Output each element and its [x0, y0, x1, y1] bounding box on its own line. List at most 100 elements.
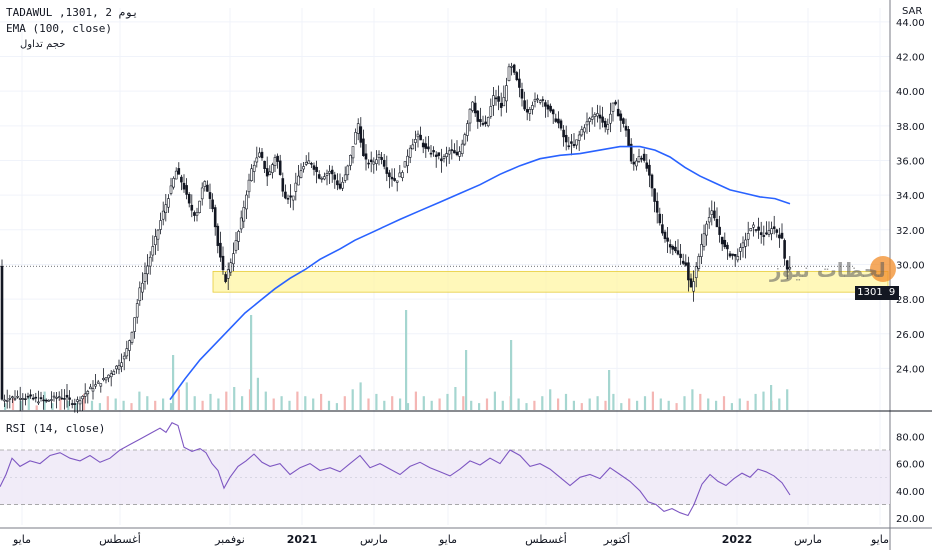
candle-body	[11, 396, 14, 399]
candle-body	[762, 235, 766, 237]
candle-body	[783, 240, 786, 259]
candle-body	[299, 170, 303, 178]
last-price-tag-suffix: 9	[885, 286, 899, 300]
candle-body	[728, 253, 732, 257]
time-tick-label: 2022	[722, 533, 753, 546]
candle-body	[442, 156, 446, 159]
candle-body	[601, 116, 604, 123]
candle-body	[380, 157, 383, 160]
candle-body	[583, 127, 586, 133]
candle-body	[564, 134, 568, 143]
candle-body	[562, 129, 565, 138]
candle-body	[749, 228, 753, 232]
candle-body	[375, 159, 378, 164]
watermark-text: لحظات نيوز	[770, 258, 886, 282]
time-tick-label: أكتوبر	[603, 532, 630, 546]
candle-body	[432, 150, 435, 153]
candle-body	[333, 174, 337, 180]
volume-bars	[4, 310, 789, 410]
volume-bar	[604, 400, 607, 410]
candle-body	[481, 123, 485, 125]
watermark-logo-icon	[870, 256, 896, 282]
candle-body	[770, 228, 773, 235]
candle-body	[229, 262, 233, 273]
candle-body	[52, 395, 56, 398]
volume-bar	[470, 400, 473, 410]
candle-body	[219, 242, 222, 258]
candle-body	[364, 153, 368, 160]
candle-body	[351, 146, 355, 159]
volume-bar	[359, 382, 362, 410]
candle-body	[55, 397, 58, 399]
candle-body	[502, 97, 506, 107]
volume-bar	[722, 396, 726, 410]
candle-body	[567, 145, 571, 148]
candle-body	[414, 139, 417, 143]
volume-bar	[730, 403, 733, 410]
candle-body	[177, 168, 181, 175]
candle-body	[666, 237, 669, 242]
volume-bar	[683, 396, 686, 410]
price-tick-label: 28.00	[896, 295, 925, 306]
candle-body	[497, 96, 500, 102]
volume-bar	[478, 403, 481, 410]
volume-bar	[691, 389, 694, 410]
candle-body	[471, 101, 474, 111]
currency-label: SAR	[902, 6, 923, 17]
candle-body	[492, 95, 495, 106]
candle-body	[185, 185, 188, 195]
volume-bar	[256, 377, 259, 410]
candle-body	[489, 106, 493, 117]
candle-body	[60, 397, 64, 400]
volume-legend: حجم تداول	[20, 39, 66, 50]
candle-body	[642, 153, 646, 161]
price-tick-label: 40.00	[896, 87, 925, 98]
candle-body	[206, 184, 209, 192]
volume-bar	[233, 387, 236, 410]
candle-body	[31, 397, 35, 400]
candle-body	[715, 219, 719, 228]
candle-body	[122, 355, 126, 360]
candle-body	[232, 253, 235, 265]
candle-body	[726, 244, 729, 250]
candle-body	[385, 167, 389, 174]
candle-body	[182, 182, 186, 190]
volume-bar	[209, 393, 212, 410]
candle-body	[133, 317, 136, 332]
candle-body	[3, 399, 6, 402]
candle-body	[281, 178, 285, 192]
candle-body	[367, 162, 370, 165]
price-tick-label: 38.00	[896, 122, 925, 133]
candle-body	[515, 72, 519, 81]
candle-body	[278, 160, 282, 175]
volume-bar	[533, 400, 536, 410]
candle-body	[557, 118, 560, 124]
candle-body	[57, 396, 61, 398]
volume-bar	[225, 391, 228, 410]
price-tick-label: 32.00	[896, 226, 925, 237]
candle-body	[658, 213, 662, 224]
candle-body	[398, 172, 402, 178]
volume-bar	[438, 398, 441, 410]
candle-body	[18, 397, 22, 400]
candle-body	[780, 232, 784, 239]
candle-body	[679, 253, 682, 258]
volume-bar	[465, 350, 468, 410]
candle-body	[705, 223, 708, 236]
candle-body	[187, 193, 191, 204]
candle-body	[13, 397, 17, 400]
candle-body	[382, 159, 386, 167]
volume-bar	[122, 400, 125, 410]
candle-body	[603, 120, 607, 128]
candle-body	[297, 175, 300, 186]
candle-body	[551, 109, 555, 115]
candle-body	[128, 340, 131, 351]
candle-body	[94, 384, 97, 387]
candle-body	[169, 185, 173, 194]
candle-body	[271, 164, 274, 173]
candle-body	[221, 255, 225, 271]
candle-body	[580, 129, 584, 136]
volume-bar	[320, 393, 323, 410]
candle-body	[523, 100, 526, 110]
volume-bar	[327, 400, 331, 410]
